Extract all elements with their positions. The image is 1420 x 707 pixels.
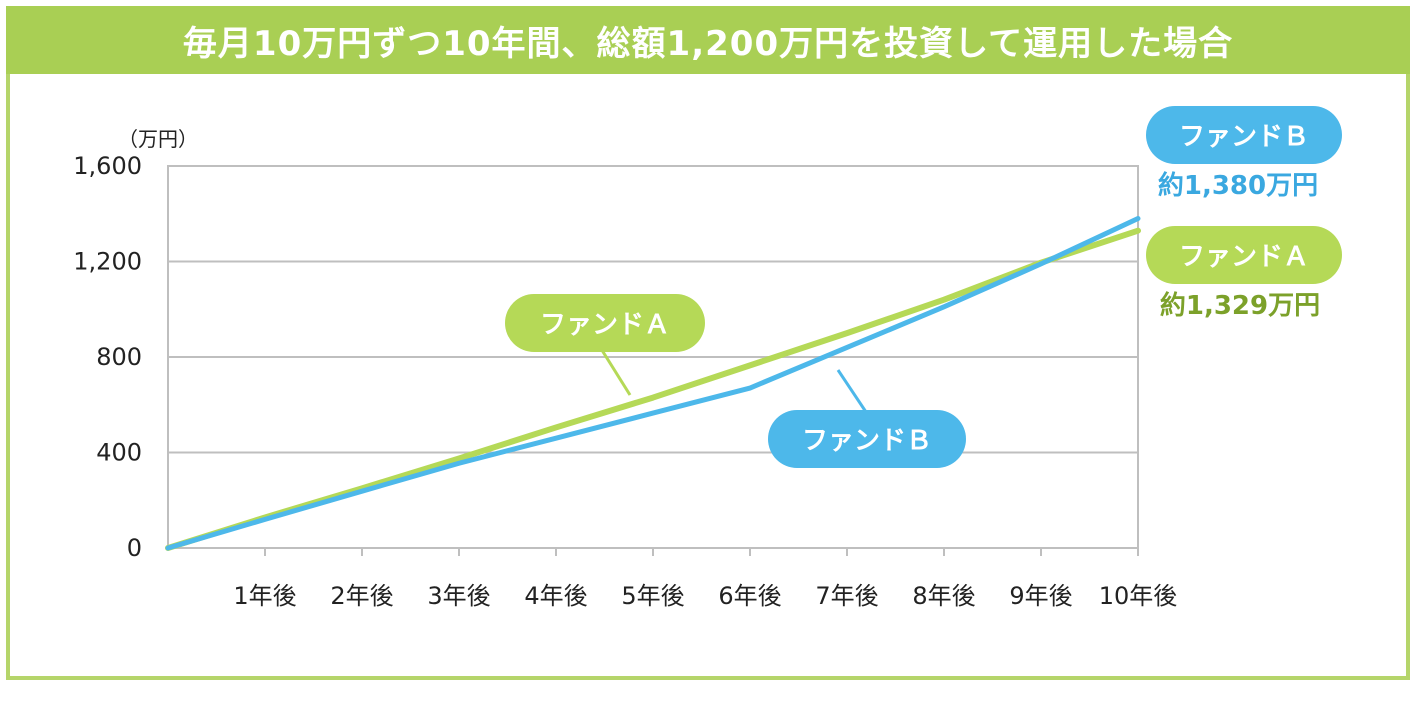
x-tick-label: 7年後 xyxy=(815,582,878,610)
y-tick-label: 1,200 xyxy=(73,248,142,276)
x-tick-label: 8年後 xyxy=(912,582,975,610)
fund-a-inline-callout: ファンドＡ xyxy=(505,294,705,396)
fund-a-end-label: ファンドＡ 約1,329万円 xyxy=(1146,226,1342,321)
x-tick-label: 5年後 xyxy=(621,582,684,610)
fund-b-end-label: ファンドＢ 約1,380万円 xyxy=(1146,106,1342,201)
y-axis-unit-label: （万円） xyxy=(118,127,198,151)
x-tick-label: 1年後 xyxy=(233,582,296,610)
series-lines xyxy=(165,216,1141,551)
y-tick-label: 800 xyxy=(96,343,142,371)
x-tick-label: 9年後 xyxy=(1009,582,1072,610)
chart-title: 毎月10万円ずつ10年間、総額1,200万円を投資して運用した場合 xyxy=(6,6,1410,74)
y-tick-label: 1,600 xyxy=(73,152,142,180)
fund-b-end-pill xyxy=(1146,106,1342,164)
x-tick-label: 3年後 xyxy=(427,582,490,610)
fund-b-inline-pill xyxy=(768,410,966,468)
fund-b-inline-label: ファンドＢ xyxy=(802,426,932,456)
fund-a-end-pill xyxy=(1146,226,1342,284)
fund-b-amount: 約1,380万円 xyxy=(1158,170,1318,201)
fund-a-end-pill-label: ファンドＡ xyxy=(1179,242,1309,272)
fund-b-inline-callout: ファンドＢ xyxy=(768,369,966,468)
grid-lines xyxy=(167,165,1139,549)
fund-b-line xyxy=(165,216,1141,551)
fund-a-leader-line xyxy=(598,346,632,396)
axes: 0 400 800 1,200 1,600 1年後 2年後 3年後 4年後 5年後 6年後 7年後 8年… xyxy=(73,152,1177,610)
x-tick-label: 6年後 xyxy=(718,582,781,610)
fund-a-inline-pill xyxy=(505,294,705,352)
x-tick-label: 2年後 xyxy=(330,582,393,610)
y-tick-label: 0 xyxy=(127,534,142,562)
x-tick-label: 10年後 xyxy=(1099,582,1178,610)
fund-a-amount: 約1,329万円 xyxy=(1160,290,1320,321)
y-tick-label: 400 xyxy=(96,439,142,467)
fund-a-line xyxy=(165,227,1141,551)
fund-a-inline-label: ファンドＡ xyxy=(540,310,670,340)
x-tick-label: 4年後 xyxy=(524,582,587,610)
fund-b-leader-line xyxy=(836,369,868,413)
fund-b-end-pill-label: ファンドＢ xyxy=(1179,122,1309,152)
